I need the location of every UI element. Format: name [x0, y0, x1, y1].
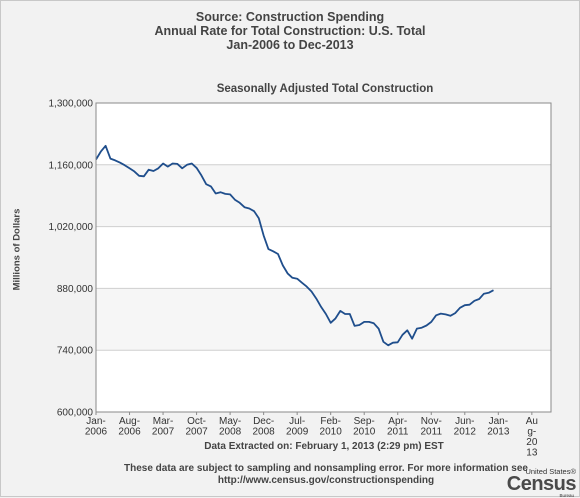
header-line-2: Annual Rate for Total Construction: U.S.…: [154, 24, 426, 38]
plot-area: [96, 103, 551, 412]
y-axis-ticks: 1,300,000 1,160,000 1,020,000 880,000 740,00…: [49, 99, 94, 419]
header-line-3: Jan-2006 to Dec-2013: [226, 38, 354, 52]
footnote-link[interactable]: http://www.census.gov/constructionspendi…: [217, 475, 435, 486]
header-line-1: Source: Construction Spending: [195, 10, 385, 24]
y-tick-label: 880,000: [57, 284, 94, 295]
x-tick-label: Jan-2006: [85, 416, 108, 438]
x-tick-label: Au g-20 13: [526, 416, 538, 459]
census-logo: United States® Census Bureau: [507, 467, 578, 498]
plot-bands: [96, 164, 551, 351]
x-tick-label: Jan-2013: [487, 416, 510, 438]
plot-band: [96, 288, 551, 351]
plot-border: [95, 102, 552, 413]
data-extracted-note: Data Extracted on: February 1, 2013 (2:2…: [204, 441, 444, 452]
sampling-footnote: These data are subject to sampling and n…: [0, 463, 580, 487]
plot-band: [96, 164, 551, 227]
series-line: [95, 144, 494, 347]
chart-header: Source: Construction Spending Annual Rat…: [0, 10, 580, 52]
y-tick-label: 740,000: [57, 346, 94, 357]
x-tick-label: Jul-2009: [286, 416, 309, 438]
chart-title: Seasonally Adjusted Total Construction: [216, 83, 434, 95]
y-tick-label: 1,160,000: [49, 160, 94, 171]
x-tick-label: Oct-2007: [185, 416, 208, 438]
x-tick-label: Dec-2008: [253, 416, 276, 438]
y-axis-label: Millions of Dollars: [11, 208, 23, 291]
x-tick-label: Nov-2011: [421, 416, 443, 438]
x-tick-label: Jun-2012: [454, 416, 477, 438]
x-tick-label: Aug-2006: [118, 416, 141, 438]
x-tick-label: May-2008: [219, 416, 242, 438]
footnote-line-1: These data are subject to sampling and n…: [124, 463, 528, 474]
logo-main-text: Census: [506, 473, 577, 495]
y-tick-label: 1,020,000: [49, 222, 94, 233]
x-tick-label: Mar-2007: [152, 416, 175, 438]
y-tick-label: 1,300,000: [49, 99, 94, 110]
x-tick-label: Apr-2011: [387, 416, 409, 438]
y-tick-label: 600,000: [57, 408, 94, 419]
logo-top-text: United States®: [525, 467, 576, 476]
x-tick-label: Sep-2010: [353, 416, 376, 438]
x-axis-ticks: Jan-2006 Aug-2006 Mar-2007 Oct-2007 May-2008…: [85, 412, 538, 459]
logo-bottom-text: Bureau: [559, 493, 574, 498]
x-tick-label: Feb-2010: [320, 416, 343, 438]
